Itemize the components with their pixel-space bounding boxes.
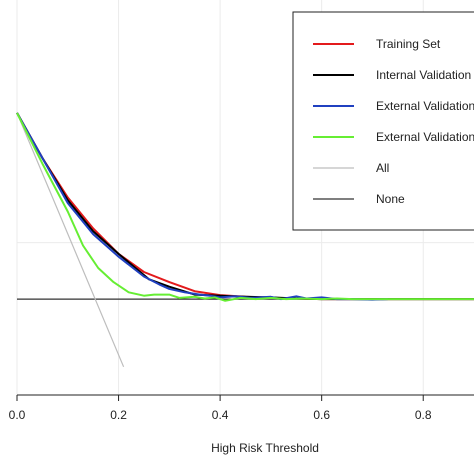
x-tick-label: 0.0 xyxy=(9,408,26,422)
x-tick-label: 0.6 xyxy=(313,408,330,422)
x-tick-label: 0.2 xyxy=(110,408,127,422)
series-lines xyxy=(16,112,474,368)
legend-entry-label: External Validation xyxy=(376,130,474,144)
series-line-4 xyxy=(16,112,125,368)
legend: Training Set Internal Validation External … xyxy=(292,11,474,231)
x-tick-label: 0.8 xyxy=(415,408,432,422)
legend-entry-label: None xyxy=(376,192,405,206)
x-tick-label: 0.4 xyxy=(212,408,229,422)
series-line-3 xyxy=(16,112,474,302)
legend-entry-label: All xyxy=(376,161,389,175)
x-axis-label: High Risk Threshold xyxy=(211,441,319,455)
legend-box xyxy=(292,11,474,231)
legend-entry-label: Training Set xyxy=(376,37,441,51)
legend-entry-label: External Validation xyxy=(376,99,474,113)
legend-entry-label: Internal Validation xyxy=(376,68,471,82)
x-axis: 0.0 0.2 0.4 0.6 0.8 xyxy=(9,394,474,422)
